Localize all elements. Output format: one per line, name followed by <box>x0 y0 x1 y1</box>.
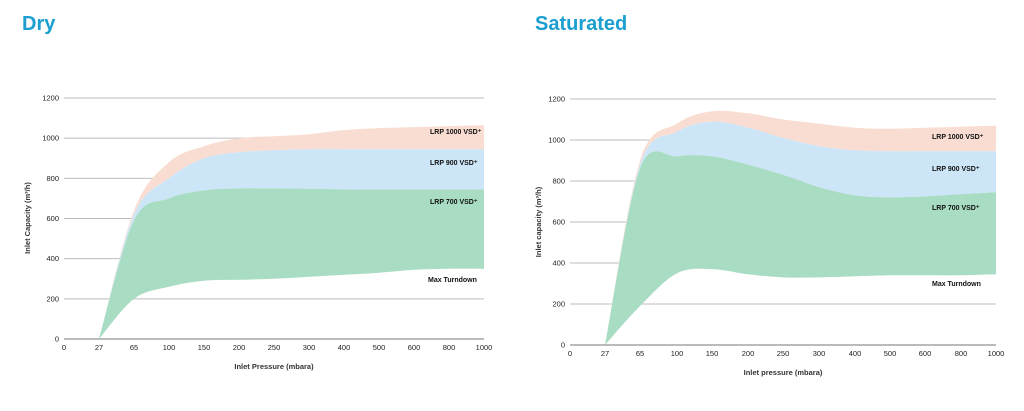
series-label-max-turndown: Max Turndown <box>932 281 981 288</box>
y-tick-label: 1000 <box>42 134 59 143</box>
series-label: LRP 900 VSD⁺ <box>932 166 980 173</box>
y-tick-label: 800 <box>552 177 565 186</box>
x-tick-label: 150 <box>706 349 719 358</box>
y-tick-label: 200 <box>46 294 59 303</box>
area-lrp-1000 <box>605 110 996 345</box>
x-tick-label: 65 <box>636 349 644 358</box>
x-axis-label: Inlet pressure (mbara) <box>744 368 823 377</box>
chart-saturated: 0 200 400 600 800 1000 1200 0 27 65 100 150 200 250 30… <box>534 95 1004 378</box>
y-tick-label: 600 <box>552 218 565 227</box>
x-tick-label: 400 <box>338 343 351 352</box>
area-lrp-700 <box>605 151 996 345</box>
x-tick-label: 600 <box>919 349 932 358</box>
x-tick-label: 100 <box>163 343 176 352</box>
x-tick-label: 500 <box>373 343 386 352</box>
chart-title-saturated: Saturated <box>535 13 628 35</box>
x-tick-label: 27 <box>95 343 103 352</box>
series-label: LRP 1000 VSD⁺ <box>932 134 984 141</box>
x-tick-label: 300 <box>303 343 316 352</box>
x-tick-label: 800 <box>443 343 456 352</box>
x-tick-label: 200 <box>742 349 755 358</box>
x-tick-label: 150 <box>198 343 211 352</box>
y-tick-label: 0 <box>561 341 565 350</box>
y-tick-label: 1200 <box>42 94 59 103</box>
chart-dry: 0 200 400 600 800 1000 1200 0 27 65 100 150 200 250 30… <box>23 94 492 372</box>
area-lrp-700 <box>99 188 484 339</box>
x-tick-label: 600 <box>408 343 421 352</box>
x-tick-label: 0 <box>62 343 66 352</box>
x-axis-label: Inlet Pressure (mbara) <box>234 362 314 371</box>
y-tick-label: 200 <box>552 300 565 309</box>
chart-title-dry: Dry <box>22 13 56 35</box>
x-tick-label: 300 <box>813 349 826 358</box>
y-axis-label: Inlet capacity (m³/h) <box>534 186 543 257</box>
x-tick-label: 250 <box>777 349 790 358</box>
x-tick-label: 200 <box>233 343 246 352</box>
x-tick-label: 1000 <box>476 343 493 352</box>
x-tick-label: 800 <box>955 349 968 358</box>
x-tick-label: 400 <box>849 349 862 358</box>
x-tick-label: 0 <box>568 349 572 358</box>
y-tick-label: 400 <box>552 259 565 268</box>
y-tick-label: 0 <box>55 335 59 344</box>
x-tick-label: 500 <box>884 349 897 358</box>
series-label: LRP 700 VSD⁺ <box>932 205 980 212</box>
x-tick-label: 65 <box>130 343 138 352</box>
area-lrp-900 <box>605 121 996 345</box>
series-label: LRP 700 VSD⁺ <box>430 199 478 206</box>
series-label: LRP 900 VSD⁺ <box>430 160 478 167</box>
y-tick-label: 800 <box>46 174 59 183</box>
x-tick-label: 250 <box>268 343 281 352</box>
y-tick-label: 400 <box>46 254 59 263</box>
y-tick-label: 600 <box>46 214 59 223</box>
y-tick-label: 1200 <box>548 95 565 104</box>
y-axis-label: Inlet Capacity (m³/h) <box>23 182 32 254</box>
series-label: LRP 1000 VSD⁺ <box>430 129 482 136</box>
area-lrp-1000 <box>99 125 484 339</box>
x-tick-label: 100 <box>671 349 684 358</box>
area-lrp-900 <box>99 149 484 339</box>
x-tick-label: 27 <box>601 349 609 358</box>
series-label-max-turndown: Max Turndown <box>428 277 477 284</box>
x-tick-label: 1000 <box>988 349 1005 358</box>
y-tick-label: 1000 <box>548 136 565 145</box>
